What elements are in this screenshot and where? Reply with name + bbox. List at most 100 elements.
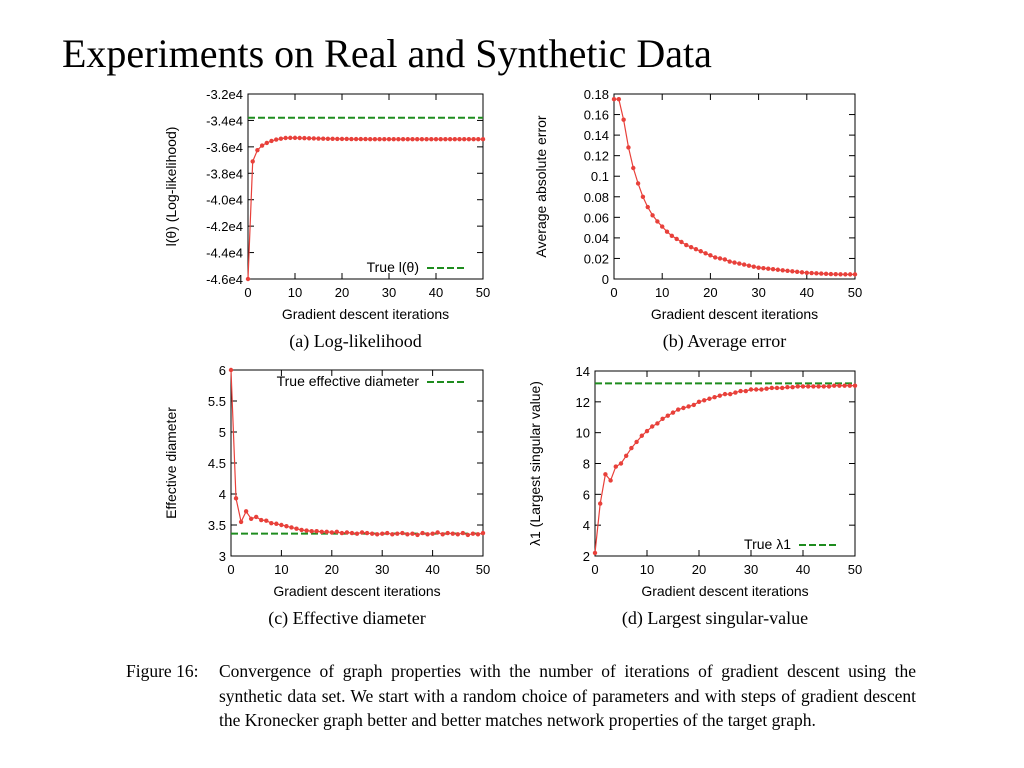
chart-d-point bbox=[691, 402, 696, 408]
chart-b-ytick-label: 0.04 bbox=[584, 231, 609, 246]
chart-c-point bbox=[354, 531, 360, 536]
chart-a-marks: 0 10 20 30 40 50 -4.6e4 -4.4e4 -4.2e4 -4.0e4 -3.8e… bbox=[206, 87, 490, 300]
chart-b-point bbox=[660, 224, 665, 229]
chart-a-point bbox=[321, 136, 326, 141]
chart-b-ytick-label: 0.08 bbox=[584, 190, 609, 205]
chart-a-ytick-label: -4.6e4 bbox=[206, 272, 243, 287]
chart-c-point bbox=[324, 529, 329, 535]
chart-d-xtick-label: 50 bbox=[848, 562, 862, 577]
chart-d-legend-label: True λ1 bbox=[744, 536, 791, 552]
chart-a-point bbox=[424, 136, 429, 142]
chart-b-point bbox=[833, 271, 838, 277]
chart-b-point bbox=[746, 263, 752, 268]
chart-c-point bbox=[294, 526, 299, 531]
chart-d-xlabel: Gradient descent iterations bbox=[641, 583, 808, 599]
chart-c-point bbox=[440, 532, 445, 537]
chart-a-point bbox=[476, 136, 481, 142]
chart-d-point bbox=[795, 384, 800, 389]
chart-c-subcaption: (c) Effective diameter bbox=[268, 608, 426, 629]
chart-a-point bbox=[391, 136, 396, 142]
chart-a-point bbox=[339, 136, 345, 142]
chart-c-point bbox=[339, 530, 345, 536]
chart-a-point bbox=[471, 136, 476, 142]
chart-d-point bbox=[800, 384, 806, 389]
chart-c-point bbox=[415, 532, 420, 538]
chart-c-point bbox=[390, 532, 395, 537]
chart-c-ytick-label: 5 bbox=[219, 425, 226, 440]
chart-c-point bbox=[374, 532, 380, 537]
chart-a-log-likelihood: 0 10 20 30 40 50 -4.6e4 -4.4e4 -4.2e4 -4.0e4 -3.8e… bbox=[163, 87, 490, 352]
chart-b-point bbox=[814, 271, 819, 276]
chart-d-point bbox=[811, 384, 816, 389]
chart-a-point bbox=[452, 136, 457, 142]
chart-a-point bbox=[335, 136, 340, 142]
chart-c-ytick-label: 5.5 bbox=[208, 394, 226, 409]
chart-a-point bbox=[278, 136, 284, 141]
chart-b-marks: 0 10 20 30 40 50 0 0.02 0.04 0.06 0.08 0.1 0.12 0.14 0… bbox=[584, 87, 863, 300]
chart-b-ytick-label: 0.18 bbox=[584, 87, 609, 102]
chart-c-legend-label: True effective diameter bbox=[277, 373, 420, 389]
chart-d-point bbox=[696, 399, 702, 405]
chart-c-xlabel: Gradient descent iterations bbox=[273, 583, 440, 599]
chart-a-point bbox=[447, 136, 453, 142]
chart-a-ytick-label: -4.4e4 bbox=[206, 246, 243, 261]
chart-d-point bbox=[816, 384, 821, 389]
chart-b-point bbox=[741, 262, 747, 267]
chart-b-point bbox=[708, 253, 713, 258]
chart-a-point bbox=[419, 136, 425, 142]
chart-d-point bbox=[676, 407, 681, 412]
chart-a-xlabel: Gradient descent iterations bbox=[282, 306, 449, 322]
chart-b-point bbox=[737, 261, 742, 266]
chart-a-point bbox=[306, 136, 312, 141]
chart-b-point bbox=[722, 257, 728, 262]
chart-a-xtick-label: 30 bbox=[382, 285, 396, 300]
chart-d-point bbox=[650, 424, 655, 429]
chart-d-ytick-label: 8 bbox=[583, 457, 590, 472]
chart-b-point bbox=[809, 270, 814, 276]
chart-d-point bbox=[707, 396, 712, 401]
chart-c-point bbox=[304, 528, 309, 533]
chart-c-ytick-label: 3 bbox=[219, 549, 226, 564]
chart-d-point bbox=[681, 405, 686, 411]
chart-b-point bbox=[717, 256, 723, 261]
chart-a-ytick-label: -4.0e4 bbox=[206, 193, 243, 208]
chart-b-ytick-label: 0.02 bbox=[584, 251, 609, 266]
chart-a-point bbox=[438, 136, 443, 142]
chart-a-point bbox=[466, 136, 472, 142]
chart-a-ytick-label: -3.8e4 bbox=[206, 166, 243, 181]
chart-b-point bbox=[693, 246, 699, 252]
chart-c-xtick-label: 40 bbox=[425, 562, 439, 577]
chart-d-point bbox=[754, 387, 759, 392]
chart-b-point bbox=[645, 204, 650, 210]
chart-b-point bbox=[664, 229, 670, 234]
chart-c-ytick-label: 3.5 bbox=[208, 518, 226, 533]
chart-b-point bbox=[799, 270, 805, 275]
chart-a-xtick-label: 10 bbox=[288, 285, 302, 300]
figure-panels: 0 10 20 30 40 50-4.6e4-4.4e4-4.2e4-4.0e4-3.8e… bbox=[163, 87, 862, 629]
chart-c-point bbox=[480, 530, 486, 536]
figure-caption: Figure 16: Convergence of graph properti… bbox=[126, 659, 916, 733]
chart-d-point bbox=[618, 461, 624, 466]
chart-c-point bbox=[420, 530, 425, 536]
chart-b-point bbox=[655, 219, 660, 224]
chart-b-xlabel: Gradient descent iterations bbox=[651, 306, 818, 322]
chart-d-largest-singular-value: 0 10 20 30 40 50 2 4 6 8 10 12 14 True λ1 Gradient d… bbox=[527, 364, 862, 629]
chart-a-point bbox=[250, 159, 255, 164]
chart-d-point bbox=[634, 439, 639, 445]
chart-b-point bbox=[669, 233, 675, 239]
chart-a-point bbox=[429, 136, 434, 142]
chart-d-point bbox=[665, 413, 670, 418]
chart-c-series-line bbox=[230, 369, 484, 536]
chart-c-point bbox=[455, 532, 460, 537]
chart-b-average-error: 0 10 20 30 40 50 0 0.02 0.04 0.06 0.08 0.1 0.12 0.14 0… bbox=[533, 87, 862, 352]
chart-a-xtick-label: 50 bbox=[476, 285, 490, 300]
chart-d-point bbox=[613, 464, 618, 469]
chart-d-ylabel: λ1 (Largest singular value) bbox=[527, 381, 543, 546]
chart-d-ytick-label: 12 bbox=[576, 395, 590, 410]
chart-b-point bbox=[823, 271, 829, 277]
chart-b-xtick-label: 20 bbox=[703, 285, 717, 300]
chart-b-point bbox=[828, 271, 834, 277]
chart-b-point bbox=[843, 272, 848, 277]
chart-d-point bbox=[837, 383, 842, 388]
chart-c-point bbox=[470, 531, 476, 536]
